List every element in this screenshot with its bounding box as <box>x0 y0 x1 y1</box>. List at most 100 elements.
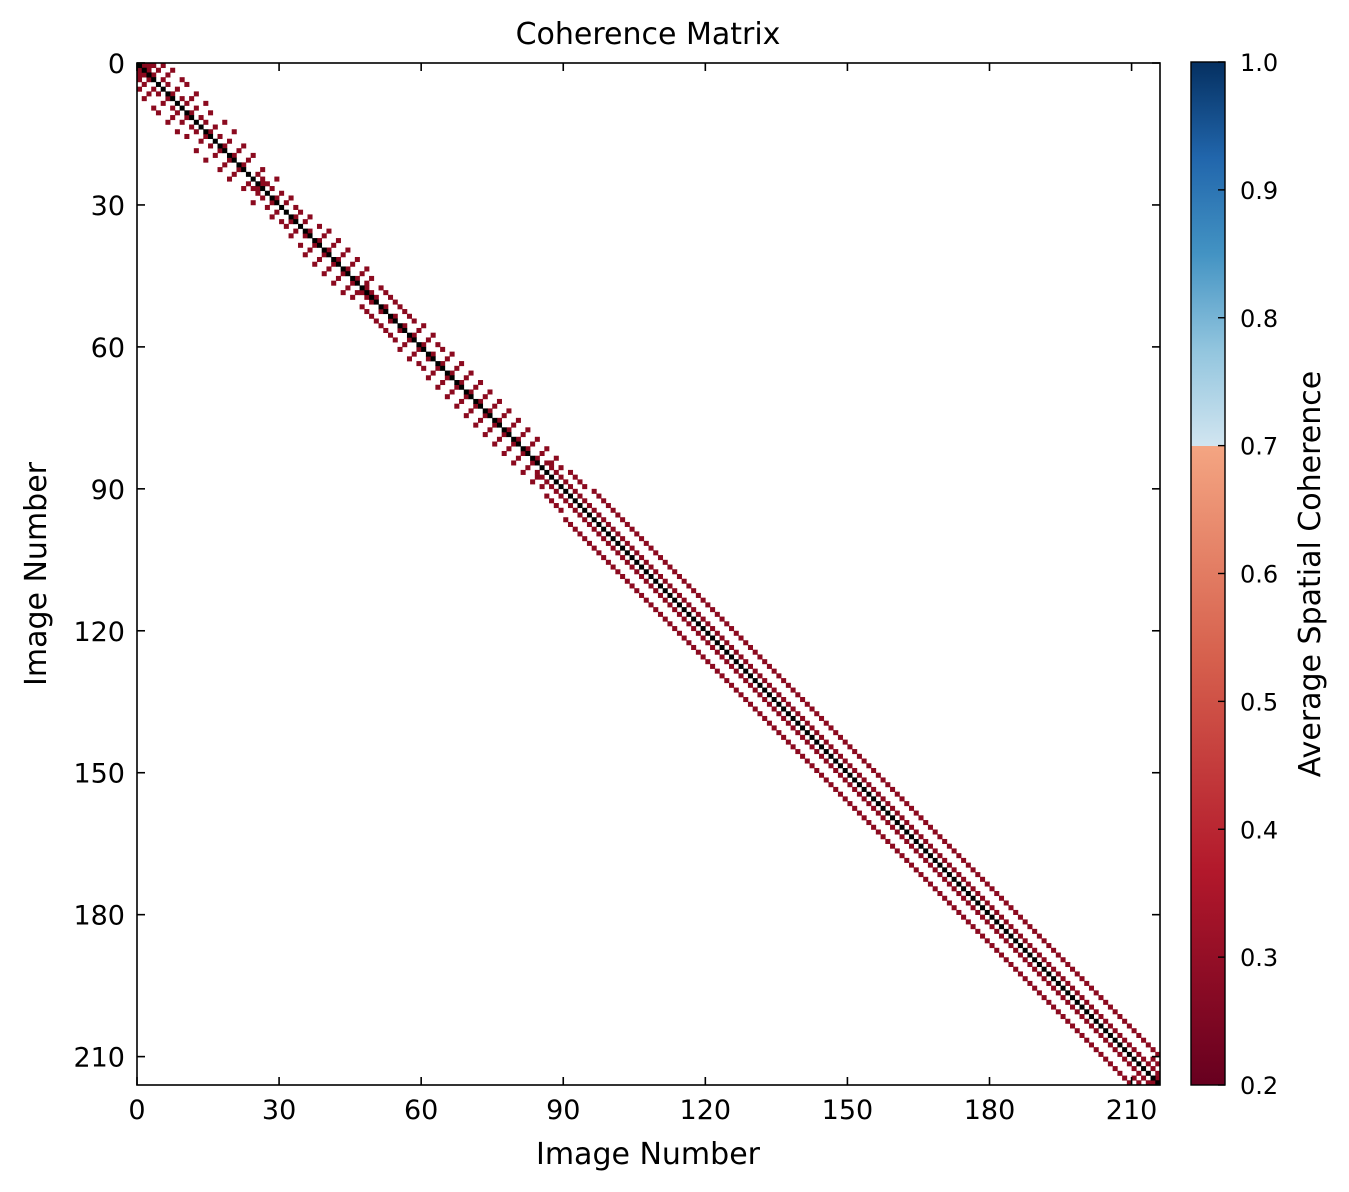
heatmap-cell-103-109 <box>653 550 659 556</box>
heatmap-cell-20-19 <box>226 157 233 163</box>
heatmap-cell-149-143 <box>814 767 820 774</box>
diagonal-cell-90 <box>563 488 569 494</box>
heatmap-cell-200-194 <box>1055 1009 1061 1015</box>
heatmap-cell-88-90 <box>563 479 569 485</box>
heatmap-cell-27-25 <box>255 190 261 196</box>
heatmap-cell-50-49 <box>369 299 375 305</box>
heatmap-cell-123-129 <box>747 644 753 650</box>
heatmap-cell-100-94 <box>582 536 588 542</box>
diagonal-cell-108 <box>648 574 654 580</box>
diagonal-cell-129 <box>747 673 753 679</box>
heatmap-cell-127-133 <box>766 663 772 669</box>
heatmap-cell-181-179 <box>984 919 990 925</box>
heatmap-cell-109-111 <box>662 578 668 584</box>
heatmap-cell-26-28 <box>269 186 275 192</box>
heatmap-cell-158-160 <box>894 810 900 816</box>
diagonal-cell-76 <box>496 422 502 428</box>
colorbar-tick-label-0.4: 0.4 <box>1240 816 1278 844</box>
heatmap-cell-70-69 <box>463 394 469 400</box>
heatmap-cell-142-148 <box>837 734 843 740</box>
heatmap-cell-57-53 <box>388 332 394 338</box>
diagonal-cell-37 <box>312 238 318 244</box>
heatmap-cell-210-204 <box>1103 1056 1109 1062</box>
heatmap-cell-147-141 <box>804 758 810 764</box>
heatmap-cell-140-134 <box>771 725 777 731</box>
heatmap-cell-125-131 <box>757 654 763 660</box>
heatmap-cell-39-44 <box>345 247 351 253</box>
heatmap-cell-88-93 <box>577 479 583 485</box>
diagonal-cell-82 <box>525 450 531 457</box>
heatmap-cell-68-67 <box>454 384 460 390</box>
heatmap-cell-65-66 <box>449 370 455 376</box>
heatmap-cell-87-85 <box>539 474 545 480</box>
heatmap-cell-87-84 <box>534 474 540 480</box>
heatmap-cell-119-125 <box>729 626 735 632</box>
heatmap-cell-32-36 <box>307 214 313 220</box>
heatmap-cell-144-150 <box>847 744 853 750</box>
heatmap-cell-150-152 <box>856 772 862 778</box>
heatmap-cell-100-102 <box>620 536 626 542</box>
x-tick-label-210: 210 <box>1106 1095 1158 1126</box>
heatmap-cell-22-26 <box>260 167 266 173</box>
heatmap-cell-122-128 <box>743 640 749 646</box>
heatmap-cell-204-206 <box>1112 1028 1118 1034</box>
heatmap-cell-173-175 <box>965 881 971 887</box>
diagonal-cell-172 <box>951 876 957 882</box>
heatmap-cell-55-56 <box>402 323 408 329</box>
heatmap-cell-106-108 <box>648 564 654 570</box>
heatmap-cell-139-133 <box>766 720 772 726</box>
diagonal-cell-204 <box>1103 1028 1109 1034</box>
heatmap-cell-44-43 <box>340 271 346 277</box>
heatmap-cell-19-24 <box>250 152 256 158</box>
heatmap-cell-49-45 <box>350 294 356 300</box>
heatmap-cell-3-9 <box>179 77 185 83</box>
heatmap-cell-141-139 <box>795 730 801 736</box>
diagonal-cell-36 <box>307 233 313 239</box>
heatmap-cell-175-169 <box>937 891 943 897</box>
heatmap-cell-80-83 <box>530 441 536 447</box>
diagonal-cell-75 <box>492 417 498 423</box>
heatmap-cell-200-198 <box>1074 1009 1080 1015</box>
heatmap-cell-151-145 <box>823 777 829 783</box>
heatmap-cell-49-53 <box>388 294 394 300</box>
heatmap-cell-105-111 <box>662 559 668 565</box>
heatmap-cell-32-33 <box>293 214 299 220</box>
heatmap-cell-125-123 <box>719 654 725 660</box>
heatmap-cell-19-20 <box>231 152 237 158</box>
diagonal-cell-32 <box>288 214 294 220</box>
heatmap-cell-91-86 <box>544 493 550 499</box>
heatmap-cell-82-81 <box>520 450 526 457</box>
heatmap-cell-108-106 <box>639 574 645 580</box>
y-tick-label-0: 0 <box>108 49 125 80</box>
heatmap-cell-126-132 <box>762 659 768 665</box>
heatmap-cell-151-157 <box>880 777 886 783</box>
heatmap-cell-188-194 <box>1055 952 1061 958</box>
diagonal-cell-2 <box>146 72 152 78</box>
heatmap-cell-72-71 <box>473 403 479 409</box>
heatmap-cell-199-197 <box>1070 1004 1076 1010</box>
diagonal-cell-39 <box>321 247 327 253</box>
heatmap-cell-134-132 <box>762 697 768 703</box>
heatmap-cell-69-70 <box>468 389 474 395</box>
diagonal-cell-166 <box>923 848 929 854</box>
diagonal-cell-146 <box>828 753 834 759</box>
heatmap-cell-156-158 <box>885 801 891 807</box>
heatmap-cell-7-11 <box>189 96 195 102</box>
heatmap-cell-171-177 <box>975 872 981 878</box>
diagonal-cell-167 <box>927 853 933 859</box>
diagonal-cell-198 <box>1074 999 1080 1005</box>
heatmap-cell-12-9 <box>179 119 185 125</box>
heatmap-cell-48-47 <box>359 290 365 296</box>
heatmap-cell-128-126 <box>733 668 739 674</box>
heatmap-cell-98-104 <box>629 526 635 532</box>
heatmap-cell-215-211 <box>1136 1080 1142 1086</box>
heatmap-cell-72-67 <box>454 403 460 409</box>
heatmap-cell-76-79 <box>511 422 517 428</box>
diagonal-cell-5 <box>160 86 166 92</box>
heatmap-cell-79-80 <box>515 436 521 442</box>
heatmap-cell-91-89 <box>558 493 564 499</box>
heatmap-cell-25-27 <box>264 181 270 187</box>
diagonal-cell-157 <box>880 805 886 811</box>
plot-frame <box>136 62 1161 1086</box>
heatmap-cell-100-98 <box>601 536 607 542</box>
